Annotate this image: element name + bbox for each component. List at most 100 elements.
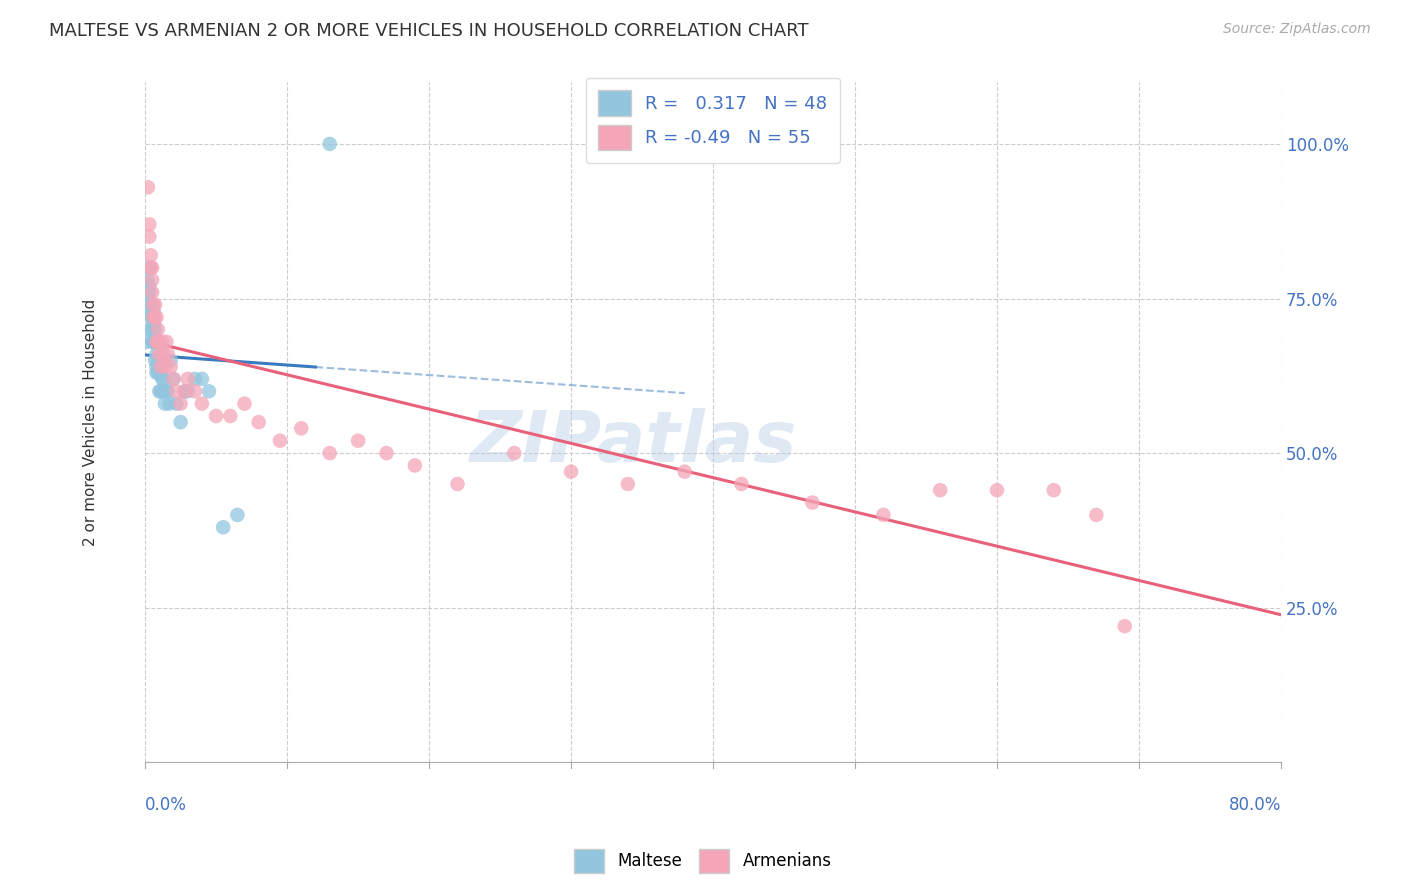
- Point: [139, 322, 162, 336]
- Point: [1114, 619, 1136, 633]
- Point: [219, 409, 242, 423]
- Point: [149, 384, 172, 399]
- Point: [872, 508, 894, 522]
- Point: [145, 366, 167, 380]
- Point: [142, 304, 165, 318]
- Point: [139, 260, 162, 275]
- Point: [205, 409, 228, 423]
- Point: [404, 458, 426, 473]
- Point: [146, 353, 169, 368]
- Text: 2 or more Vehicles in Household: 2 or more Vehicles in Household: [83, 299, 98, 546]
- Point: [226, 508, 249, 522]
- Point: [136, 292, 159, 306]
- Point: [148, 334, 170, 349]
- Point: [1042, 483, 1064, 498]
- Point: [169, 397, 191, 411]
- Point: [290, 421, 312, 435]
- Point: [143, 334, 166, 349]
- Point: [162, 372, 184, 386]
- Text: 80.0%: 80.0%: [1229, 797, 1281, 814]
- Point: [159, 353, 181, 368]
- Point: [141, 334, 163, 349]
- Point: [801, 495, 824, 509]
- Text: ZIPatlas: ZIPatlas: [470, 408, 797, 477]
- Point: [145, 334, 167, 349]
- Point: [318, 136, 340, 151]
- Point: [162, 372, 184, 386]
- Point: [142, 322, 165, 336]
- Point: [560, 465, 582, 479]
- Point: [157, 397, 180, 411]
- Point: [730, 477, 752, 491]
- Point: [198, 384, 221, 399]
- Legend: R =   0.317   N = 48, R = -0.49   N = 55: R = 0.317 N = 48, R = -0.49 N = 55: [586, 78, 839, 163]
- Point: [146, 334, 169, 349]
- Point: [269, 434, 291, 448]
- Point: [141, 285, 163, 300]
- Point: [149, 359, 172, 374]
- Point: [148, 347, 170, 361]
- Point: [136, 273, 159, 287]
- Point: [986, 483, 1008, 498]
- Point: [375, 446, 398, 460]
- Point: [143, 322, 166, 336]
- Point: [673, 465, 696, 479]
- Point: [149, 366, 172, 380]
- Point: [138, 285, 160, 300]
- Text: Source: ZipAtlas.com: Source: ZipAtlas.com: [1223, 22, 1371, 37]
- Point: [159, 359, 181, 374]
- Point: [138, 260, 160, 275]
- Point: [247, 415, 270, 429]
- Point: [176, 372, 198, 386]
- Point: [176, 384, 198, 399]
- Point: [153, 397, 176, 411]
- Point: [153, 359, 176, 374]
- Point: [233, 397, 256, 411]
- Point: [173, 384, 195, 399]
- Point: [446, 477, 468, 491]
- Point: [318, 446, 340, 460]
- Point: [156, 347, 179, 361]
- Point: [141, 273, 163, 287]
- Point: [138, 229, 160, 244]
- Point: [191, 372, 214, 386]
- Point: [503, 446, 526, 460]
- Point: [141, 260, 163, 275]
- Point: [139, 248, 162, 262]
- Point: [142, 310, 165, 324]
- Point: [136, 180, 159, 194]
- Point: [156, 384, 179, 399]
- Point: [617, 477, 640, 491]
- Point: [1085, 508, 1108, 522]
- Point: [146, 366, 169, 380]
- Point: [152, 372, 174, 386]
- Point: [150, 334, 173, 349]
- Text: 0.0%: 0.0%: [145, 797, 187, 814]
- Point: [191, 397, 214, 411]
- Point: [145, 310, 167, 324]
- Point: [145, 347, 167, 361]
- Point: [152, 347, 174, 361]
- Point: [143, 310, 166, 324]
- Point: [212, 520, 235, 534]
- Point: [184, 384, 207, 399]
- Point: [138, 218, 160, 232]
- Point: [347, 434, 370, 448]
- Point: [143, 298, 166, 312]
- Point: [141, 298, 163, 312]
- Point: [148, 353, 170, 368]
- Point: [148, 384, 170, 399]
- Point: [142, 316, 165, 330]
- Legend: Maltese, Armenians: Maltese, Armenians: [568, 842, 838, 880]
- Point: [141, 310, 163, 324]
- Point: [155, 384, 177, 399]
- Point: [146, 322, 169, 336]
- Text: MALTESE VS ARMENIAN 2 OR MORE VEHICLES IN HOUSEHOLD CORRELATION CHART: MALTESE VS ARMENIAN 2 OR MORE VEHICLES I…: [49, 22, 808, 40]
- Point: [169, 415, 191, 429]
- Point: [165, 397, 187, 411]
- Point: [139, 304, 162, 318]
- Point: [135, 334, 157, 349]
- Point: [145, 359, 167, 374]
- Point: [142, 298, 165, 312]
- Point: [184, 372, 207, 386]
